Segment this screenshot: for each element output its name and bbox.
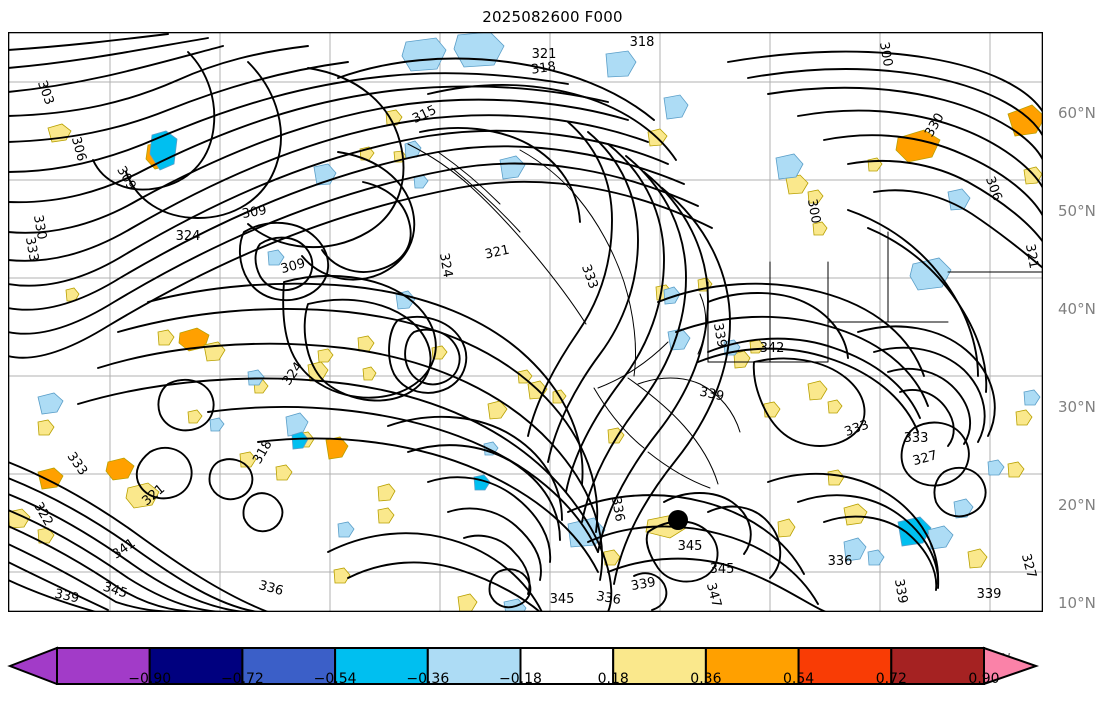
svg-text:336: 336 bbox=[828, 554, 853, 569]
colorbar-over-arrow bbox=[983, 646, 1040, 686]
colorbar-tick-label-10: 0.90 bbox=[968, 671, 1000, 687]
svg-text:333: 333 bbox=[22, 236, 41, 263]
colorbar[interactable]: −0.90 −0.72 −0.54 −0.36 −0.18 0.18 0.36 … bbox=[0, 645, 1105, 712]
colorbar-tick-label-6: 0.18 bbox=[597, 671, 629, 687]
map-frame bbox=[8, 32, 1043, 612]
svg-text:324: 324 bbox=[436, 252, 455, 279]
svg-text:336: 336 bbox=[608, 496, 627, 523]
svg-text:327: 327 bbox=[1018, 552, 1039, 580]
svg-text:300: 300 bbox=[804, 198, 823, 225]
svg-text:330: 330 bbox=[30, 214, 49, 241]
map-plot-area[interactable]: 303 306 309 330 333 324 309 309 315 318 … bbox=[8, 32, 1096, 668]
svg-text:336: 336 bbox=[595, 589, 622, 608]
lat-tick-30n: 30°N bbox=[1058, 398, 1096, 416]
svg-text:339: 339 bbox=[977, 587, 1002, 602]
svg-text:336: 336 bbox=[257, 578, 285, 599]
svg-text:333: 333 bbox=[904, 431, 929, 446]
svg-text:309: 309 bbox=[279, 256, 307, 277]
lat-tick-60n: 60°N bbox=[1058, 104, 1096, 122]
svg-text:345: 345 bbox=[710, 562, 735, 577]
colorbar-seg-3 bbox=[241, 647, 337, 685]
colorbar-seg-4 bbox=[334, 647, 429, 685]
lat-tick-50n: 50°N bbox=[1058, 202, 1096, 220]
colorbar-tick-label-1: −0.90 bbox=[128, 671, 172, 687]
colorbar-tick-label-4: −0.36 bbox=[406, 671, 450, 687]
colorbar-swatches bbox=[7, 646, 1040, 686]
svg-text:339: 339 bbox=[53, 587, 80, 607]
svg-text:309: 309 bbox=[241, 203, 268, 222]
svg-text:345: 345 bbox=[550, 592, 575, 607]
colorbar-tick-label-7: 0.36 bbox=[690, 671, 722, 687]
lat-tick-10n: 10°N bbox=[1058, 594, 1096, 612]
svg-text:339: 339 bbox=[630, 575, 657, 594]
svg-text:342: 342 bbox=[760, 341, 785, 356]
contour-lines bbox=[8, 33, 1043, 612]
svg-text:327: 327 bbox=[911, 448, 939, 469]
storm-center-marker bbox=[668, 510, 688, 530]
svg-text:321: 321 bbox=[484, 243, 511, 263]
colorbar-tick-label-2: −0.72 bbox=[220, 671, 264, 687]
colorbar-tick-label-3: −0.54 bbox=[313, 671, 357, 687]
svg-text:345: 345 bbox=[101, 580, 129, 602]
gridlines bbox=[8, 32, 1043, 612]
svg-text:324: 324 bbox=[176, 229, 201, 244]
svg-text:321: 321 bbox=[532, 47, 557, 62]
colorbar-tick-label-8: 0.54 bbox=[783, 671, 815, 687]
svg-text:306: 306 bbox=[68, 135, 89, 163]
svg-text:339: 339 bbox=[710, 322, 729, 349]
svg-text:347: 347 bbox=[703, 581, 724, 609]
map-svg: 303 306 309 330 333 324 309 309 315 318 … bbox=[8, 32, 1043, 612]
svg-text:321: 321 bbox=[1022, 243, 1041, 270]
colorbar-tick-label-5: −0.18 bbox=[499, 671, 542, 687]
svg-text:300: 300 bbox=[876, 41, 895, 68]
svg-text:318: 318 bbox=[630, 35, 655, 50]
svg-text:318: 318 bbox=[530, 59, 557, 77]
page-title: 2025082600 F000 bbox=[482, 8, 623, 26]
lat-tick-20n: 20°N bbox=[1058, 496, 1096, 514]
svg-text:339: 339 bbox=[891, 578, 910, 605]
colorbar-tick-label-9: 0.72 bbox=[875, 671, 907, 687]
colorbar-under-arrow bbox=[7, 646, 58, 686]
svg-text:339: 339 bbox=[698, 385, 725, 405]
colorbar-seg-1 bbox=[56, 647, 151, 685]
colorbar-svg bbox=[7, 646, 1040, 690]
lat-tick-40n: 40°N bbox=[1058, 300, 1096, 318]
svg-text:345: 345 bbox=[678, 539, 703, 554]
